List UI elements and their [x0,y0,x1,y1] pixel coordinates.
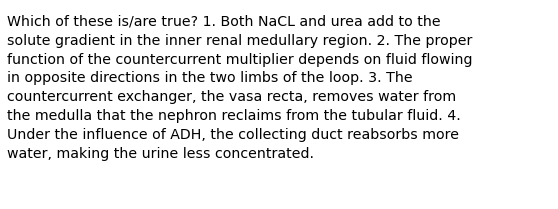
Text: Which of these is/are true? 1. Both NaCL and urea add to the
solute gradient in : Which of these is/are true? 1. Both NaCL… [7,15,473,161]
